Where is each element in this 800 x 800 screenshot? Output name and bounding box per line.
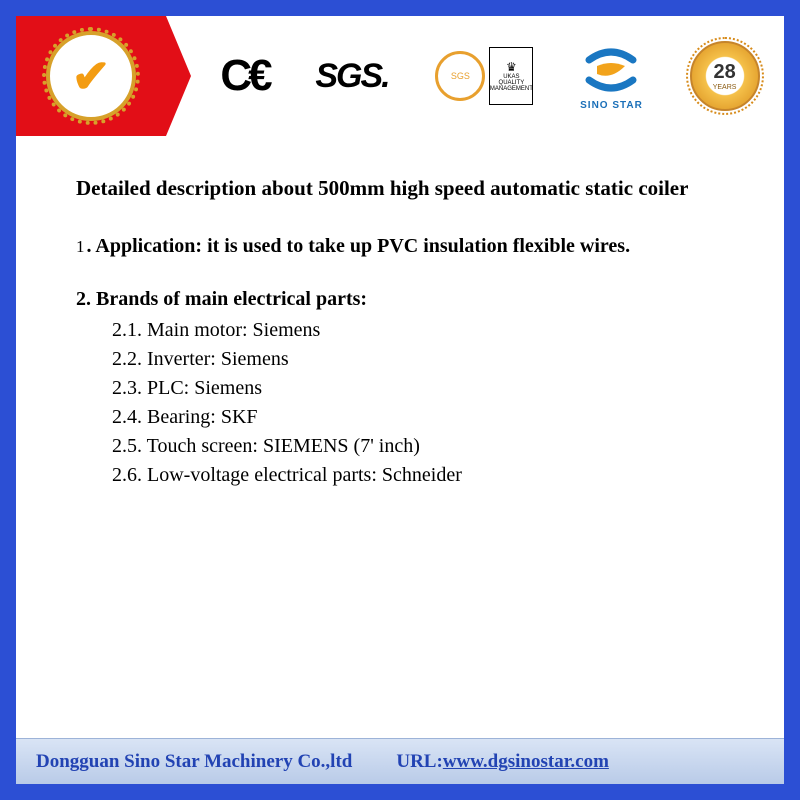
list-item: 2.2. Inverter: Siemens <box>112 348 734 371</box>
years-label: YEARS <box>713 84 737 91</box>
document-frame: ✔ C€ SGS. SGS ♛ UKAS QUALITY MANAGEMENT <box>0 0 800 800</box>
verified-seal-icon: ✔ <box>46 31 136 121</box>
section-brands-heading: 2. Brands of main electrical parts: <box>76 288 734 311</box>
company-url-link[interactable]: www.dgsinostar.com <box>443 751 609 772</box>
years-number: 28 <box>713 61 735 84</box>
corner-ribbon: ✔ <box>16 16 166 136</box>
section-1-number: 1 <box>76 237 85 256</box>
url-label: URL: <box>396 751 442 772</box>
ukas-circle-icon: SGS <box>435 51 485 101</box>
company-name: Dongguan Sino Star Machinery Co.,ltd <box>36 751 352 773</box>
crown-icon: ♛ <box>506 60 517 74</box>
sino-star-logo: SINO STAR <box>580 42 643 111</box>
list-item: 2.6. Low-voltage electrical parts: Schne… <box>112 464 734 487</box>
section-1-text: . Application: it is used to take up PVC… <box>87 235 631 257</box>
ukas-box-icon: ♛ UKAS QUALITY MANAGEMENT <box>489 47 533 105</box>
page-title: Detailed description about 500mm high sp… <box>76 176 734 201</box>
footer-bar: Dongguan Sino Star Machinery Co.,ltd URL… <box>16 738 784 784</box>
brands-list: 2.1. Main motor: Siemens 2.2. Inverter: … <box>76 319 734 487</box>
list-item: 2.1. Main motor: Siemens <box>112 319 734 342</box>
sgs-logo-icon: SGS. <box>315 57 388 96</box>
ukas-badge: SGS ♛ UKAS QUALITY MANAGEMENT <box>435 47 533 105</box>
list-item: 2.3. PLC: Siemens <box>112 377 734 400</box>
checkmark-icon: ✔ <box>72 49 111 103</box>
list-item: 2.4. Bearing: SKF <box>112 406 734 429</box>
anniversary-badge-icon: 28 YEARS <box>690 41 760 111</box>
sino-star-label: SINO STAR <box>580 100 643 111</box>
section-application: 1. Application: it is used to take up PV… <box>76 235 734 258</box>
footer-url-wrapper: URL:www.dgsinostar.com <box>396 751 609 773</box>
sino-s-icon <box>583 42 639 98</box>
certification-logos: C€ SGS. SGS ♛ UKAS QUALITY MANAGEMENT <box>206 41 774 111</box>
logo-bar: ✔ C€ SGS. SGS ♛ UKAS QUALITY MANAGEMENT <box>16 16 784 136</box>
ce-mark-icon: C€ <box>220 51 268 101</box>
list-item: 2.5. Touch screen: SIEMENS (7' inch) <box>112 435 734 458</box>
document-body: Detailed description about 500mm high sp… <box>16 136 784 738</box>
